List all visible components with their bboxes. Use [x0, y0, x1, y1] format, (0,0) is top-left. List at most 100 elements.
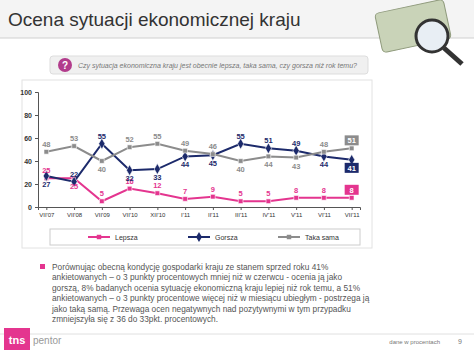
x-tick-label: VII'11: [345, 212, 360, 218]
marker: [211, 152, 216, 157]
x-tick: I'11: [181, 207, 191, 218]
marker: [322, 149, 327, 154]
marker: [211, 194, 216, 199]
x-tick-label: VII'07: [39, 212, 55, 218]
data-label: 46: [209, 142, 217, 151]
legend-marker: [196, 232, 202, 242]
data-label: 8: [322, 186, 326, 195]
data-label: 51: [348, 136, 356, 145]
legend-label: Gorsza: [215, 234, 238, 241]
y-tick: 20: [24, 181, 38, 188]
y-tick-mark: [35, 161, 38, 162]
x-tick: VII'11: [345, 207, 360, 218]
data-label-box: [345, 135, 359, 145]
marker: [266, 199, 271, 204]
x-tick-label: I'11: [181, 212, 191, 218]
data-label: 49: [292, 139, 300, 148]
x-tick: VII'07: [39, 207, 55, 218]
subtitle: Czy sytuacja ekonomiczna kraju jest obec…: [78, 62, 357, 70]
marker: [183, 197, 188, 202]
x-tick-mark: [324, 207, 325, 210]
data-label: 55: [236, 132, 244, 141]
data-label: 44: [264, 160, 273, 169]
marker: [127, 186, 132, 191]
y-tick: 40: [24, 158, 38, 165]
x-tick: II'11: [208, 207, 219, 218]
x-tick-label: IV'11: [262, 212, 276, 218]
x-tick-mark: [74, 207, 75, 210]
data-label: 44: [181, 160, 190, 169]
x-tick: VII'08: [67, 207, 83, 218]
data-label: 25: [70, 182, 78, 191]
data-label: 45: [209, 159, 217, 168]
banknote: [375, 0, 452, 53]
marker: [294, 195, 299, 200]
data-label: 44: [320, 160, 329, 169]
x-tick-label: VII'10: [123, 212, 139, 218]
y-tick-mark: [35, 138, 38, 139]
x-tick-label: VI'11: [318, 212, 332, 218]
data-label: 8: [294, 186, 298, 195]
data-label: 40: [236, 165, 244, 174]
chart-frame: [22, 80, 372, 248]
y-tick-label: 60: [24, 135, 32, 142]
x-tick: XII'10: [150, 207, 166, 218]
y-tick: 60: [24, 135, 38, 142]
marker: [349, 195, 354, 200]
data-labels: 2525516127955888272255323344455551494441…: [42, 132, 359, 199]
marker: [155, 141, 160, 146]
legend-box: [50, 229, 360, 245]
y-tick: 80: [24, 112, 38, 119]
data-label: 32: [125, 174, 133, 183]
x-tick: III'11: [235, 207, 248, 218]
legend: LepszaGorszaTaka sama: [50, 229, 360, 245]
x-tick-mark: [185, 207, 186, 210]
legend-marker: [287, 235, 291, 239]
data-label-box: [345, 163, 359, 173]
data-label: 5: [266, 189, 270, 198]
question-icon-text: ?: [62, 60, 68, 71]
x-tick-label: VII'08: [67, 212, 83, 218]
data-label: 51: [264, 136, 272, 145]
series-line: [46, 144, 351, 161]
marker: [72, 144, 77, 149]
data-label: 22: [70, 170, 78, 179]
marker: [155, 191, 160, 196]
y-tick-label: 40: [24, 158, 32, 165]
magnifier-handle: [444, 48, 462, 64]
legend-marker: [97, 235, 101, 239]
marker: [127, 145, 132, 150]
data-label: 43: [292, 162, 300, 171]
x-tick: VII'09: [95, 207, 111, 218]
x-tick: VII'10: [123, 207, 139, 218]
note: Porównując obecną kondycję gospodarki kr…: [52, 262, 370, 324]
data-label: 27: [42, 180, 50, 189]
y-tick-label: 20: [24, 181, 32, 188]
data-label: 33: [153, 173, 161, 182]
x-tick-label: VII'09: [95, 212, 111, 218]
x-tick: IV'11: [262, 207, 276, 218]
logo-tns: tns: [9, 334, 26, 346]
legend-label: Taka sama: [305, 234, 339, 241]
data-label: 52: [125, 135, 133, 144]
y-tick-label: 80: [24, 112, 32, 119]
y-tick: 0: [28, 204, 38, 211]
x-tick-mark: [352, 207, 353, 210]
x-axis-line: [39, 208, 361, 211]
marker: [183, 148, 188, 153]
question-icon: [58, 58, 72, 72]
x-tick-mark: [241, 207, 242, 210]
x-tick-mark: [130, 207, 131, 210]
question-box: [50, 56, 368, 74]
marker: [238, 159, 243, 164]
title: Ocena sytuacji ekonomicznej kraju: [8, 9, 301, 30]
x-tick-label: V'11: [291, 212, 303, 218]
marker: [99, 159, 104, 164]
y-tick-mark: [35, 92, 38, 93]
data-label: 48: [42, 140, 50, 149]
plot: [43, 138, 355, 203]
footer: dane w procentach: [389, 339, 440, 345]
bullet: [40, 264, 45, 269]
x-tick-mark: [46, 207, 47, 210]
marker: [322, 195, 327, 200]
